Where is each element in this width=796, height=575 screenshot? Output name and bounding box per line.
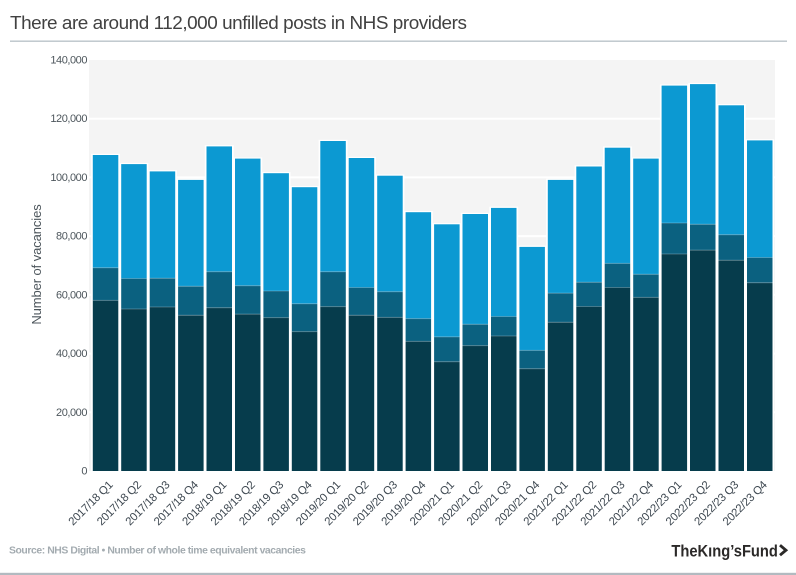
svg-text:Source: NHS Digital • Number o: Source: NHS Digital • Number of whole ti… xyxy=(9,546,306,557)
svg-text:TheKıng’sFund: TheKıng’sFund xyxy=(671,541,778,560)
svg-text:There are around 112,000 unfil: There are around 112,000 unfilled posts … xyxy=(10,13,466,34)
svg-text:120,000: 120,000 xyxy=(50,113,87,125)
svg-text:140,000: 140,000 xyxy=(50,55,87,67)
svg-text:0: 0 xyxy=(81,466,87,478)
svg-text:20,000: 20,000 xyxy=(56,407,87,419)
svg-text:80,000: 80,000 xyxy=(56,231,87,243)
svg-text:40,000: 40,000 xyxy=(56,348,87,360)
svg-text:100,000: 100,000 xyxy=(50,172,87,184)
svg-text:60,000: 60,000 xyxy=(56,289,87,301)
svg-text:Number of vacancies: Number of vacancies xyxy=(29,204,44,325)
